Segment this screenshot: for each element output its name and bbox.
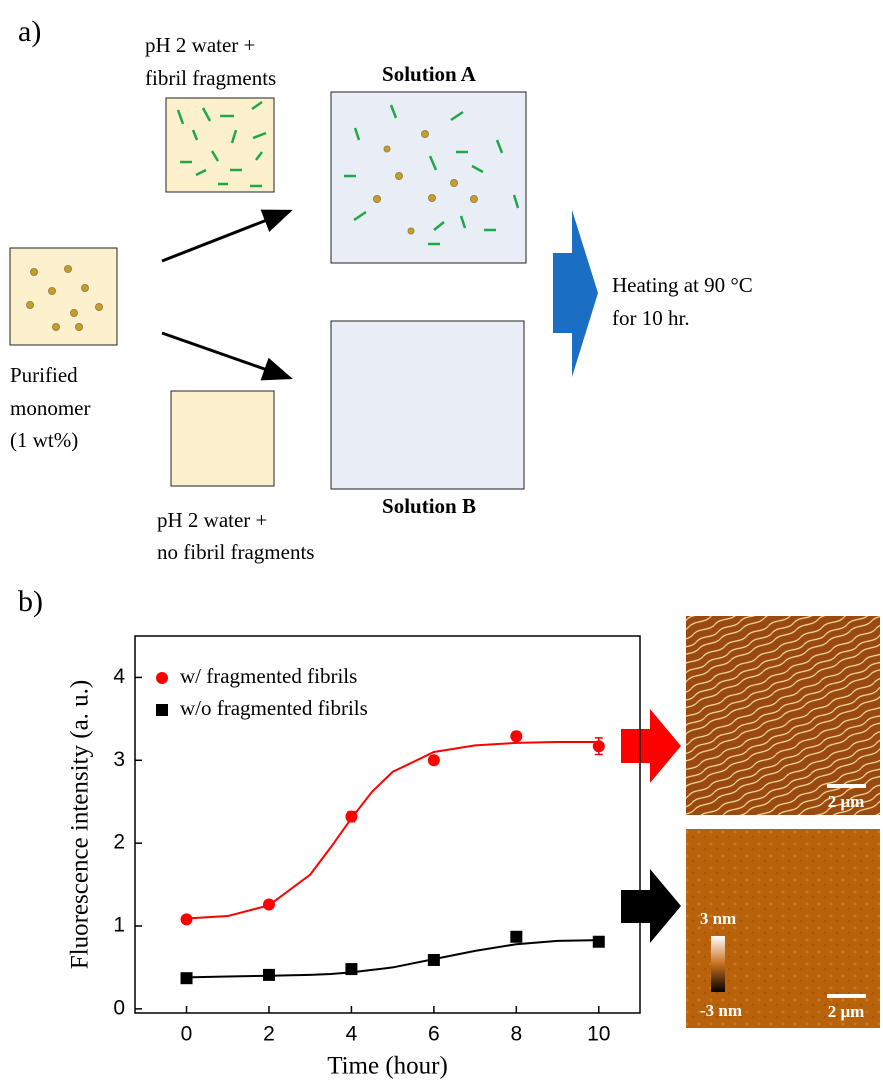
x-tick-label: 6 xyxy=(428,1023,440,1046)
panel-label: b) xyxy=(18,585,43,618)
legend-label: w/o fragmented fibrils xyxy=(180,696,368,720)
x-axis-label: Time (hour) xyxy=(327,1053,448,1080)
x-tick-label: 8 xyxy=(510,1023,522,1046)
marker xyxy=(345,963,358,976)
box xyxy=(330,91,527,264)
fit-line xyxy=(186,741,599,920)
y-tick-label: 4 xyxy=(113,665,125,688)
marker xyxy=(592,740,605,753)
marker xyxy=(427,754,440,767)
y-tick-label: 3 xyxy=(113,748,125,771)
fibrils xyxy=(176,100,267,188)
marker xyxy=(180,972,193,985)
y-tick-label: 1 xyxy=(113,914,125,937)
marker xyxy=(262,968,275,981)
y-axis-label: Fluorescence intensity (a. u.) xyxy=(67,680,94,970)
afm-image xyxy=(686,616,880,815)
marker xyxy=(180,913,193,926)
y-tick-label: 2 xyxy=(113,831,125,854)
caption: pH 2 water + xyxy=(145,33,255,57)
panel-label: a) xyxy=(18,15,41,48)
color-bar-label: 3 nm xyxy=(700,909,736,928)
x-tick-label: 4 xyxy=(346,1023,358,1046)
x-tick-label: 2 xyxy=(263,1023,275,1046)
caption: Heating at 90 °C xyxy=(612,273,753,297)
y-tick-label: 0 xyxy=(113,996,125,1019)
arrow xyxy=(621,869,681,943)
marker xyxy=(156,672,168,684)
legend-label: w/ fragmented fibrils xyxy=(180,664,357,688)
marker xyxy=(262,898,275,911)
box xyxy=(170,390,275,487)
panel-b: b) 2 μm 3 nm -3 nm 2 μm xyxy=(18,585,880,1028)
marker xyxy=(427,953,440,966)
afm-image xyxy=(686,829,880,1028)
caption: pH 2 water + xyxy=(157,508,267,532)
box xyxy=(330,320,525,490)
marker xyxy=(510,730,523,743)
caption: (1 wt%) xyxy=(10,428,78,452)
fibrils xyxy=(344,104,520,246)
caption: monomer xyxy=(10,396,90,420)
process-arrow xyxy=(553,210,598,377)
plot-frame xyxy=(134,635,641,1014)
arrow xyxy=(621,709,681,783)
color-bar-label: -3 nm xyxy=(700,1001,742,1020)
caption: for 10 hr. xyxy=(612,306,690,330)
chart: 0 1 2 3 4 0 2 4 6 8 10 Time (hour) Fluorescence inte… xyxy=(67,635,641,1080)
scale-label: 2 μm xyxy=(828,792,865,811)
panel-a: a) pH 2 water + fibril fragments Solutio… xyxy=(9,15,753,564)
solution-title: Solution B xyxy=(382,494,476,518)
scale-label: 2 μm xyxy=(828,1002,865,1021)
marker xyxy=(345,810,358,823)
solution-title: Solution A xyxy=(382,62,477,86)
color-bar xyxy=(711,936,725,992)
fit-line xyxy=(186,939,599,979)
caption: Purified xyxy=(10,363,78,387)
arrow xyxy=(161,331,293,381)
x-tick-label: 0 xyxy=(181,1023,193,1046)
x-tick-label: 10 xyxy=(587,1023,610,1046)
caption: no fibril fragments xyxy=(157,540,314,564)
marker xyxy=(592,935,605,948)
arrow xyxy=(161,209,293,263)
box xyxy=(165,97,275,193)
marker xyxy=(510,930,523,943)
caption: fibril fragments xyxy=(145,66,276,90)
box xyxy=(9,247,118,346)
marker xyxy=(156,704,168,716)
